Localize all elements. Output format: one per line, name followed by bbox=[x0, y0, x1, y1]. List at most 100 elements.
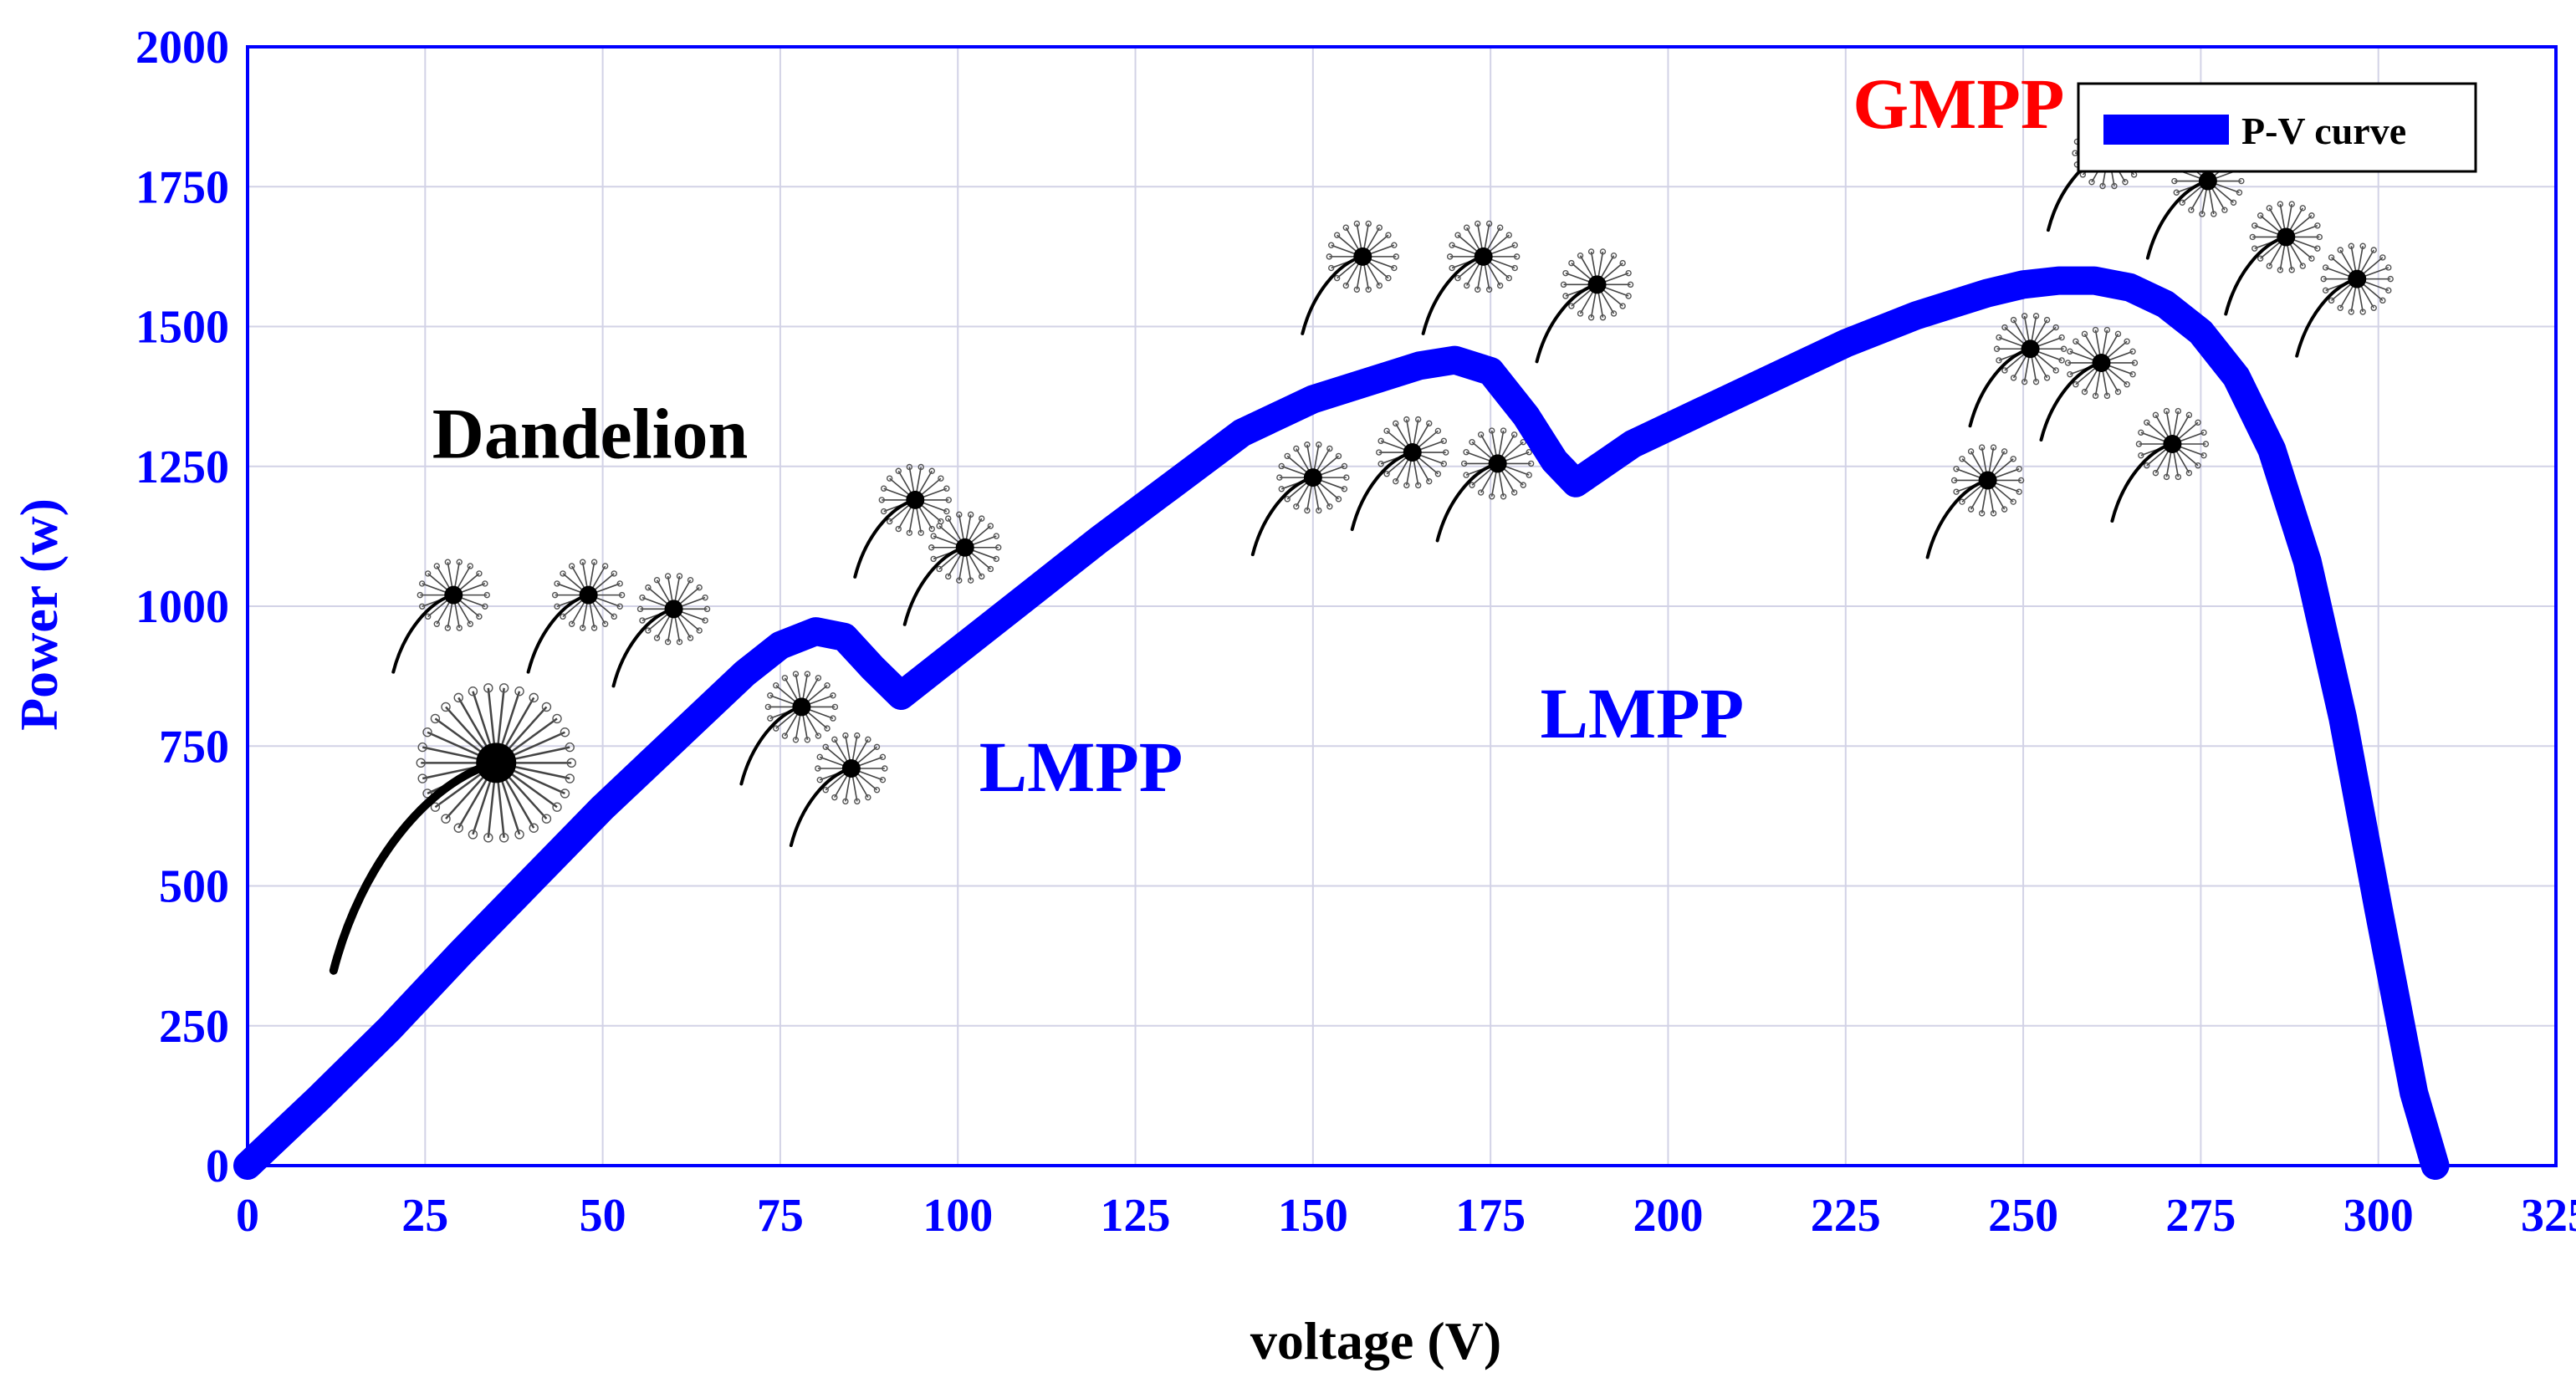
annotation-lmpp: LMPP bbox=[979, 727, 1183, 807]
data-point bbox=[2056, 278, 2062, 283]
x-tick-label: 0 bbox=[236, 1190, 259, 1242]
dandelion-seed-icon bbox=[2224, 201, 2323, 316]
data-point bbox=[841, 634, 847, 640]
x-tick-label: 300 bbox=[2343, 1190, 2414, 1242]
x-tick-label: 125 bbox=[1101, 1190, 1171, 1242]
dandelion-seed-icon bbox=[739, 671, 839, 786]
annotations: Dandelion LMPP LMPP GMPP bbox=[432, 64, 2065, 807]
dandelion-seed-icon bbox=[1350, 416, 1449, 532]
data-point bbox=[1310, 396, 1316, 402]
data-point bbox=[955, 648, 961, 654]
data-point bbox=[245, 1163, 250, 1168]
y-tick-label: 250 bbox=[159, 1001, 229, 1053]
data-point bbox=[1026, 592, 1032, 598]
data-point bbox=[870, 665, 876, 671]
data-point bbox=[1381, 374, 1387, 380]
data-point bbox=[671, 737, 677, 743]
dandelion-seed-icon bbox=[1535, 248, 1634, 364]
data-point bbox=[2411, 1090, 2417, 1096]
x-tick-label: 100 bbox=[923, 1190, 993, 1242]
data-point bbox=[386, 1026, 392, 1032]
y-tick-label: 1500 bbox=[135, 302, 229, 354]
y-tick-label: 2000 bbox=[135, 22, 229, 74]
data-point bbox=[2233, 374, 2239, 380]
x-axis-label: voltage (V) bbox=[1250, 1311, 1501, 1370]
dandelion-seed-icon bbox=[2039, 326, 2139, 441]
data-point bbox=[2340, 715, 2346, 721]
dandelion-seed-icon bbox=[1435, 427, 1535, 543]
y-tick-label: 750 bbox=[159, 721, 229, 773]
x-tick-label: 50 bbox=[580, 1190, 626, 1242]
dandelion-seed-icon bbox=[2295, 242, 2394, 358]
y-tick-label: 500 bbox=[159, 861, 229, 913]
dandelion-seed-icon bbox=[391, 559, 490, 674]
data-point bbox=[2021, 282, 2027, 288]
dandelion-large-icon bbox=[329, 683, 576, 975]
dandelion-seed-icon bbox=[1421, 220, 1521, 335]
y-tick-labels: 0 250 500 750 1000 1250 1500 1750 2000 bbox=[135, 22, 229, 1192]
data-point bbox=[2304, 559, 2310, 564]
data-point bbox=[742, 671, 748, 676]
dandelion-seed-icon bbox=[2110, 407, 2210, 523]
data-point bbox=[1488, 369, 1494, 375]
annotation-lmpp: LMPP bbox=[1541, 673, 1745, 753]
x-tick-label: 225 bbox=[1811, 1190, 1881, 1242]
y-tick-label: 1000 bbox=[135, 581, 229, 633]
x-tick-label: 250 bbox=[1988, 1190, 2058, 1242]
x-tick-label: 325 bbox=[2521, 1190, 2576, 1242]
data-point bbox=[315, 1095, 321, 1101]
data-point bbox=[1914, 313, 1919, 319]
dandelion-seed-icon bbox=[611, 573, 711, 688]
dandelion-seed-icon bbox=[853, 463, 952, 579]
data-point bbox=[1239, 430, 1245, 436]
data-point bbox=[898, 693, 904, 699]
dandelion-seed-icon bbox=[1250, 441, 1350, 557]
data-point bbox=[2092, 278, 2097, 283]
data-point bbox=[2269, 447, 2275, 452]
annotation-gmpp: GMPP bbox=[1853, 64, 2064, 144]
data-point bbox=[2127, 284, 2133, 290]
data-point bbox=[2198, 329, 2204, 335]
data-point bbox=[1771, 374, 1777, 380]
data-point bbox=[2375, 906, 2381, 911]
data-point bbox=[1985, 290, 1991, 296]
legend-entry-pv-curve: P-V curve bbox=[2241, 110, 2406, 152]
legend: P-V curve bbox=[2077, 82, 2477, 173]
dandelion-seed-icon bbox=[789, 732, 888, 848]
dandelion-markers bbox=[329, 117, 2394, 975]
x-tick-labels: 0 25 50 75 100 125 150 175 200 225 250 275 300 325 bbox=[236, 1190, 2576, 1242]
data-point bbox=[1097, 536, 1103, 542]
dandelion-seed-icon bbox=[1968, 313, 2067, 428]
x-tick-label: 25 bbox=[401, 1190, 448, 1242]
data-point bbox=[1523, 413, 1529, 419]
annotation-dandelion: Dandelion bbox=[432, 394, 749, 474]
data-point bbox=[1551, 458, 1557, 464]
x-tick-label: 200 bbox=[1633, 1190, 1703, 1242]
y-tick-label: 1750 bbox=[135, 161, 229, 213]
data-point bbox=[1452, 357, 1458, 363]
plot-frame bbox=[246, 45, 2558, 1167]
data-point bbox=[457, 950, 463, 956]
series-layer bbox=[233, 266, 2450, 1180]
data-point bbox=[1417, 363, 1423, 369]
dandelion-seed-icon bbox=[1925, 444, 2025, 559]
x-tick-label: 175 bbox=[1455, 1190, 1526, 1242]
data-point bbox=[2162, 301, 2168, 307]
y-tick-label: 0 bbox=[206, 1141, 229, 1192]
y-tick-label: 1250 bbox=[135, 441, 229, 493]
data-point bbox=[529, 877, 534, 883]
x-tick-label: 275 bbox=[2165, 1190, 2236, 1242]
dandelion-seed-icon bbox=[1301, 220, 1399, 335]
data-point bbox=[2432, 1163, 2438, 1168]
data-point bbox=[600, 804, 606, 810]
data-point bbox=[1168, 483, 1173, 489]
dandelion-seed-icon bbox=[526, 559, 626, 674]
dandelion-seed-icon bbox=[902, 511, 1002, 626]
x-tick-label: 75 bbox=[757, 1190, 804, 1242]
data-point bbox=[813, 629, 819, 635]
data-point bbox=[1700, 407, 1706, 413]
y-axis-label: Power (w) bbox=[9, 498, 69, 731]
grid bbox=[248, 47, 2556, 1166]
data-point bbox=[777, 642, 783, 648]
